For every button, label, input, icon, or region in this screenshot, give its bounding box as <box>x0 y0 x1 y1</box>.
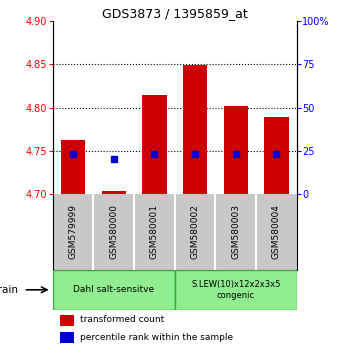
Bar <box>102 190 126 194</box>
Text: percentile rank within the sample: percentile rank within the sample <box>80 333 233 342</box>
Bar <box>175 270 297 310</box>
Bar <box>183 65 207 194</box>
Text: GSM580001: GSM580001 <box>150 204 159 259</box>
Bar <box>224 106 248 194</box>
Text: GSM580004: GSM580004 <box>272 204 281 259</box>
Bar <box>142 95 167 194</box>
Text: GSM579999: GSM579999 <box>69 204 78 259</box>
Bar <box>60 315 74 326</box>
Text: GSM580003: GSM580003 <box>231 204 240 259</box>
Bar <box>264 117 288 194</box>
Text: Dahl salt-sensitve: Dahl salt-sensitve <box>73 285 154 294</box>
Bar <box>61 141 85 194</box>
Bar <box>60 332 74 343</box>
Text: GSM580002: GSM580002 <box>191 204 199 259</box>
Text: transformed count: transformed count <box>80 315 164 324</box>
Text: strain: strain <box>0 285 19 295</box>
Text: S.LEW(10)x12x2x3x5
congenic: S.LEW(10)x12x2x3x5 congenic <box>191 280 280 299</box>
Bar <box>53 270 175 310</box>
Title: GDS3873 / 1395859_at: GDS3873 / 1395859_at <box>102 7 248 20</box>
Text: GSM580000: GSM580000 <box>109 204 118 259</box>
